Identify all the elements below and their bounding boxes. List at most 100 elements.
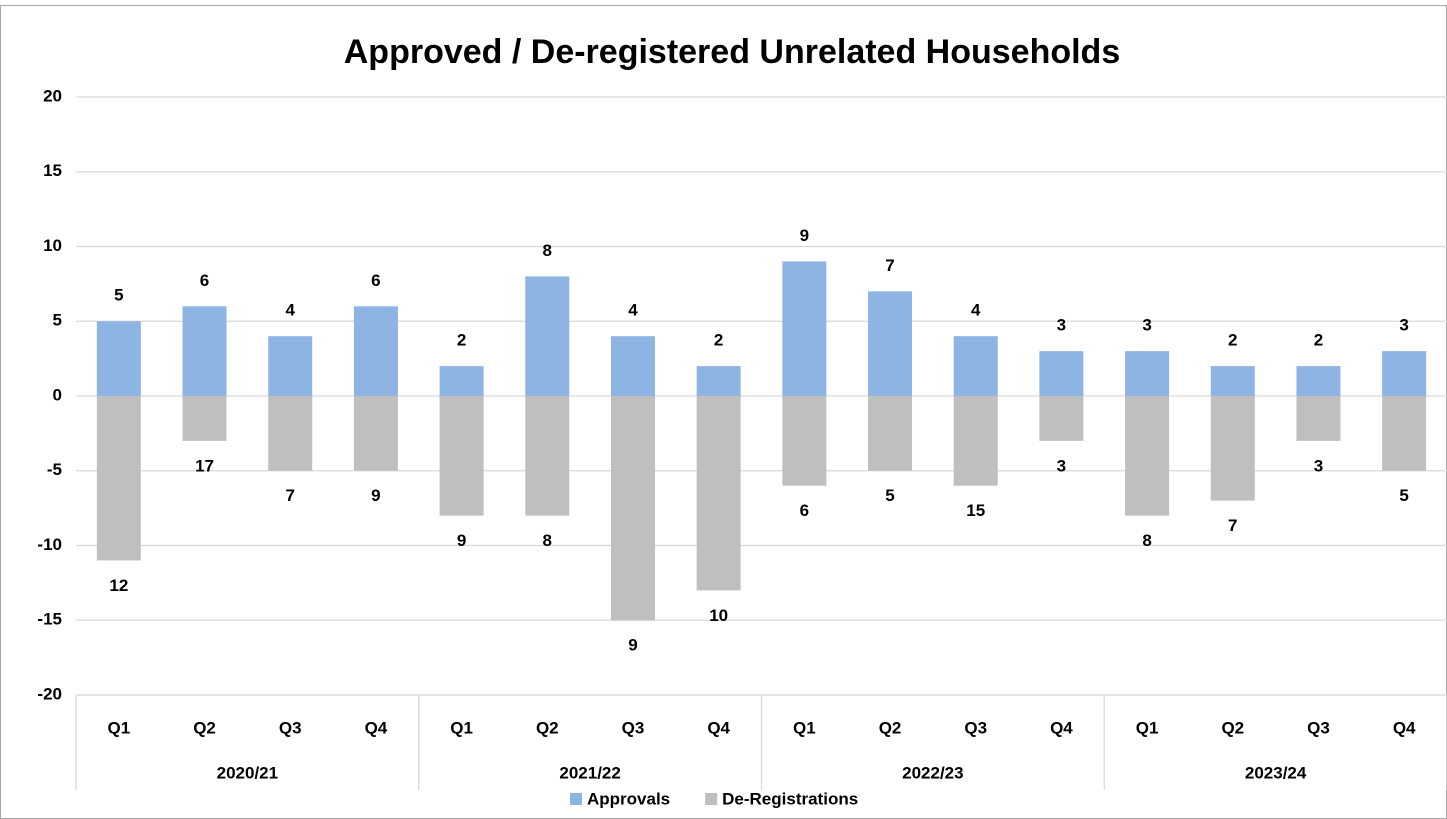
data-label: 6: [800, 501, 809, 520]
x-tick-label: Q2: [193, 718, 216, 737]
data-label: 4: [285, 301, 295, 320]
data-label: 5: [1399, 486, 1408, 505]
x-tick-label: Q2: [1221, 718, 1244, 737]
data-label: 8: [1142, 531, 1151, 550]
bar: [782, 396, 827, 486]
data-label: 2: [1314, 331, 1323, 350]
data-label: 3: [1314, 456, 1323, 475]
group-label: 2021/22: [559, 763, 620, 782]
y-tick-label: -10: [37, 535, 62, 554]
bar: [696, 366, 741, 396]
data-label: 9: [371, 486, 380, 505]
data-label: 5: [885, 486, 894, 505]
bar: [1039, 351, 1084, 396]
y-tick-label: 20: [43, 86, 62, 105]
bar: [525, 396, 570, 516]
x-tick-label: Q1: [1136, 718, 1159, 737]
bar: [96, 321, 141, 396]
x-tick-label: Q4: [707, 718, 730, 737]
bar: [1210, 396, 1255, 501]
bar: [610, 396, 655, 621]
bar: [353, 306, 398, 396]
data-label: 8: [543, 241, 552, 260]
y-tick-label: 0: [53, 385, 62, 404]
bar: [182, 396, 227, 441]
data-label: 7: [1228, 516, 1237, 535]
data-label: 4: [628, 301, 638, 320]
bar: [1382, 396, 1427, 471]
x-tick-label: Q2: [879, 718, 902, 737]
data-label: 12: [109, 576, 128, 595]
y-tick-label: -20: [37, 684, 62, 703]
data-label: 2: [457, 331, 466, 350]
bar: [525, 276, 570, 396]
bar: [953, 336, 998, 396]
y-tick-label: -5: [47, 460, 62, 479]
bar: [439, 396, 484, 516]
bar: [868, 396, 913, 471]
x-tick-label: Q2: [536, 718, 559, 737]
bar: [1039, 396, 1084, 441]
data-label: 7: [885, 256, 894, 275]
data-label: 8: [543, 531, 552, 550]
bar: [1296, 396, 1341, 441]
bar: [353, 396, 398, 471]
y-tick-label: 5: [53, 311, 62, 330]
bar: [696, 396, 741, 591]
data-label: 9: [800, 226, 809, 245]
x-tick-label: Q1: [793, 718, 816, 737]
bar: [1296, 366, 1341, 396]
bar: [439, 366, 484, 396]
x-tick-label: Q4: [365, 718, 388, 737]
bar: [268, 336, 313, 396]
y-tick-label: -15: [37, 610, 62, 629]
x-tick-label: Q3: [622, 718, 645, 737]
x-tick-label: Q3: [279, 718, 302, 737]
bar: [782, 261, 827, 396]
y-tick-label: 15: [43, 161, 62, 180]
x-tick-label: Q1: [450, 718, 473, 737]
data-label: 2: [1228, 331, 1237, 350]
data-label: 2: [714, 331, 723, 350]
data-label: 3: [1142, 316, 1151, 335]
x-tick-label: Q4: [1050, 718, 1073, 737]
x-tick-label: Q3: [964, 718, 987, 737]
x-tick-label: Q4: [1393, 718, 1416, 737]
chart-title: Approved / De-registered Unrelated House…: [344, 33, 1121, 71]
legend-label: Approvals: [587, 789, 670, 808]
group-label: 2023/24: [1245, 763, 1307, 782]
legend-swatch: [705, 793, 718, 805]
bar: [610, 336, 655, 396]
data-label: 17: [195, 456, 214, 475]
x-tick-label: Q3: [1307, 718, 1330, 737]
data-label: 6: [200, 271, 209, 290]
legend-swatch: [570, 793, 582, 805]
bar: [96, 396, 141, 561]
bar: [1125, 396, 1170, 516]
legend-label: De-Registrations: [722, 789, 858, 808]
data-label: 5: [114, 286, 123, 305]
data-label: 3: [1057, 316, 1066, 335]
data-label: 9: [457, 531, 466, 550]
data-label: 7: [285, 486, 294, 505]
data-label: 6: [371, 271, 380, 290]
y-tick-label: 10: [43, 236, 62, 255]
data-label: 4: [971, 301, 981, 320]
bar: [182, 306, 227, 396]
group-label: 2020/21: [217, 763, 278, 782]
group-label: 2022/23: [902, 763, 963, 782]
bar: [268, 396, 313, 471]
bar: [868, 291, 913, 396]
data-label: 10: [709, 606, 728, 625]
bar: [1125, 351, 1170, 396]
bar: [1382, 351, 1427, 396]
x-tick-label: Q1: [108, 718, 131, 737]
data-label: 3: [1057, 456, 1066, 475]
bar: [1210, 366, 1255, 396]
data-label: 3: [1399, 316, 1408, 335]
data-label: 9: [628, 636, 637, 655]
bar: [953, 396, 998, 486]
data-label: 15: [966, 501, 985, 520]
